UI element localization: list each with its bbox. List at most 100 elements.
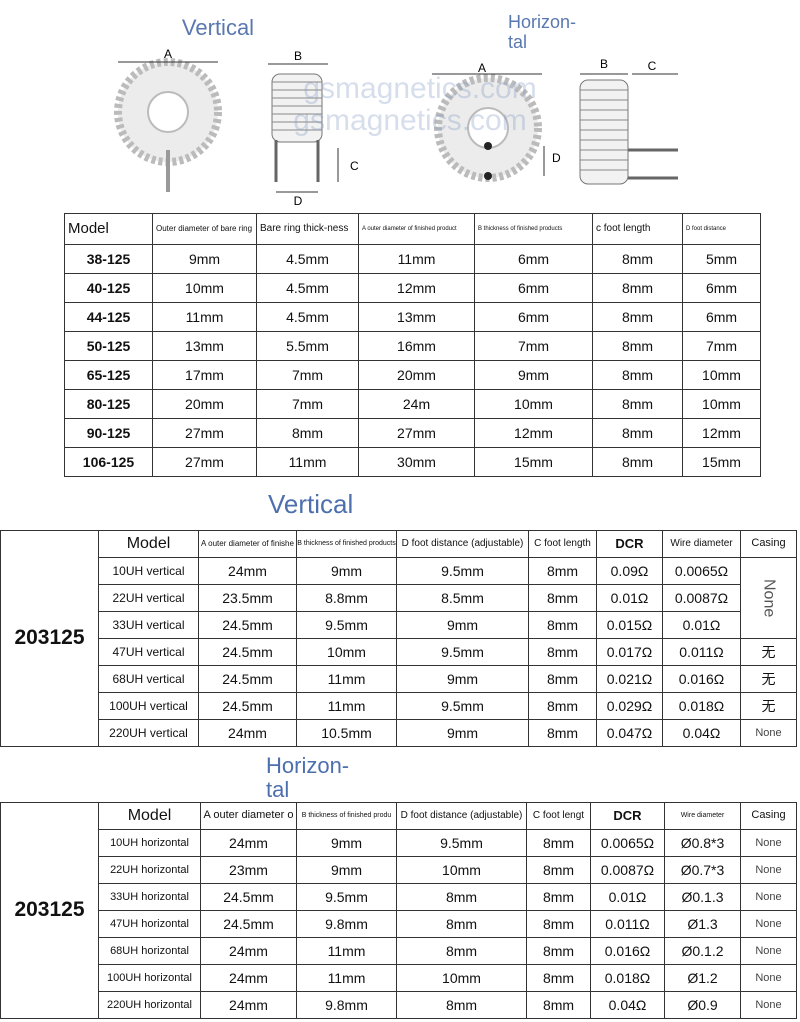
row: 106-125 27mm 11mm 30mm 15mm 8mm 15mm — [64, 447, 761, 477]
cell: 80-125 — [64, 389, 153, 419]
header-cell: Bare ring thick-ness — [256, 213, 359, 245]
cell: 10mm — [682, 389, 761, 419]
header-row: Model Outer diameter of bare ring Bare rin… — [64, 213, 761, 245]
cell: 8mm — [592, 244, 683, 274]
row: 68UH horizontal 24mm 11mm 8mm 8mm 0.016Ω Ø0.1.… — [1, 937, 797, 965]
cell: 0.017Ω — [596, 638, 663, 666]
cell: 8mm — [256, 418, 359, 448]
cell: 12mm — [682, 418, 761, 448]
cell: 9mm — [396, 719, 529, 747]
cell: 24.5mm — [198, 611, 297, 639]
cell: 0.011Ω — [590, 910, 665, 938]
cell: 7mm — [474, 331, 593, 361]
title-line: tal — [266, 777, 290, 802]
row: 80-125 20mm 7mm 24m 10mm 8mm 10mm — [64, 389, 761, 419]
cell: 9.5mm — [396, 557, 529, 585]
cell: 0.021Ω — [596, 665, 663, 693]
cell: 9mm — [296, 557, 397, 585]
cell: 0.01Ω — [590, 883, 665, 911]
header-cell: C foot lengt — [526, 802, 591, 830]
cell: 8.5mm — [396, 584, 529, 612]
cell: 9.8mm — [296, 910, 397, 938]
cell: 220UH horizontal — [98, 991, 201, 1019]
cell: 9.5mm — [396, 829, 527, 857]
cell: 0.018Ω — [662, 692, 741, 720]
cell: 9.5mm — [296, 611, 397, 639]
cell: None — [740, 883, 797, 911]
cell: 44-125 — [64, 302, 153, 332]
row: 65-125 17mm 7mm 20mm 9mm 8mm 10mm — [64, 360, 761, 390]
cell: 12mm — [358, 273, 475, 303]
header-cell: B thickness of finished products — [296, 530, 397, 558]
cell: 11mm — [256, 447, 359, 477]
row: 38-125 9mm 4.5mm 11mm 6mm 8mm 5mm — [64, 244, 761, 274]
side-label: 203125 — [0, 530, 99, 747]
cell: Ø1.3 — [664, 910, 741, 938]
cell: 10UH horizontal — [98, 829, 201, 857]
cell: 8mm — [526, 910, 591, 938]
cell: 8mm — [528, 584, 597, 612]
windings — [580, 89, 628, 171]
cell: 24.5mm — [200, 883, 297, 911]
cell: 8mm — [526, 829, 591, 857]
cell: 8mm — [592, 389, 683, 419]
header-cell: Model — [98, 530, 199, 558]
cell: 20mm — [152, 389, 257, 419]
cell: 22UH vertical — [98, 584, 199, 612]
cell: 9.5mm — [396, 638, 529, 666]
header-cell: DCR — [590, 802, 665, 830]
cell: 0.016Ω — [662, 665, 741, 693]
row: 33UH vertical 24.5mm 9.5mm 9mm 8mm 0.015Ω 0.01… — [1, 611, 797, 639]
cell: 20mm — [358, 360, 475, 390]
cell: 27mm — [358, 418, 475, 448]
cell: None — [740, 719, 797, 747]
header-cell: Outer diameter of bare ring — [152, 213, 257, 245]
cell: 100UH horizontal — [98, 964, 201, 992]
cell: 8.8mm — [296, 584, 397, 612]
cell: 6mm — [474, 244, 593, 274]
cell: 0.04Ω — [590, 991, 665, 1019]
header-cell: D foot distance (adjustable) — [396, 802, 527, 830]
row: 44-125 11mm 4.5mm 13mm 6mm 8mm 6mm — [64, 302, 761, 332]
cell: 27mm — [152, 418, 257, 448]
cell: 22UH horizontal — [98, 856, 201, 884]
cell: 13mm — [358, 302, 475, 332]
dim-label: C — [648, 59, 657, 73]
row: 220UH vertical 24mm 10.5mm 9mm 8mm 0.047Ω 0.04… — [1, 719, 797, 747]
cell: 0.01Ω — [596, 584, 663, 612]
cell: 90-125 — [64, 418, 153, 448]
cell: 8mm — [528, 638, 597, 666]
cell: 7mm — [256, 360, 359, 390]
cell: 8mm — [526, 937, 591, 965]
cell: 47UH vertical — [98, 638, 199, 666]
cell: 8mm — [592, 302, 683, 332]
header-cell: Wire diameter — [664, 802, 741, 830]
row: 40-125 10mm 4.5mm 12mm 6mm 8mm 6mm — [64, 273, 761, 303]
cell: 8mm — [528, 557, 597, 585]
cell: 6mm — [474, 273, 593, 303]
header-cell: A outer diameter of finished product — [358, 213, 475, 245]
cell: 6mm — [474, 302, 593, 332]
cell: 8mm — [592, 273, 683, 303]
cell: 17mm — [152, 360, 257, 390]
row: 100UH horizontal 24mm 11mm 10mm 8mm 0.018Ω Ø1.… — [1, 964, 797, 992]
cell: 8mm — [396, 910, 527, 938]
cell: 9mm — [474, 360, 593, 390]
cell: 9mm — [396, 611, 529, 639]
coil — [271, 73, 323, 143]
dim-label: B — [600, 57, 608, 71]
cell: 0.01Ω — [662, 611, 741, 639]
lead-end — [484, 172, 492, 180]
cell: 10mm — [474, 389, 593, 419]
cell: 11mm — [296, 692, 397, 720]
cell: 24.5mm — [198, 638, 297, 666]
cell: 10mm — [396, 964, 527, 992]
header-cell: D foot distance (adjustable) — [396, 530, 529, 558]
cell: None — [740, 991, 797, 1019]
spec-table: 203125 Model A outer diameter of finishe B … — [0, 530, 797, 747]
spec-table: Model Outer diameter of bare ring Bare rin… — [64, 213, 761, 477]
header-cell: B thickness of finished produ — [296, 802, 397, 830]
cell: None — [740, 910, 797, 938]
